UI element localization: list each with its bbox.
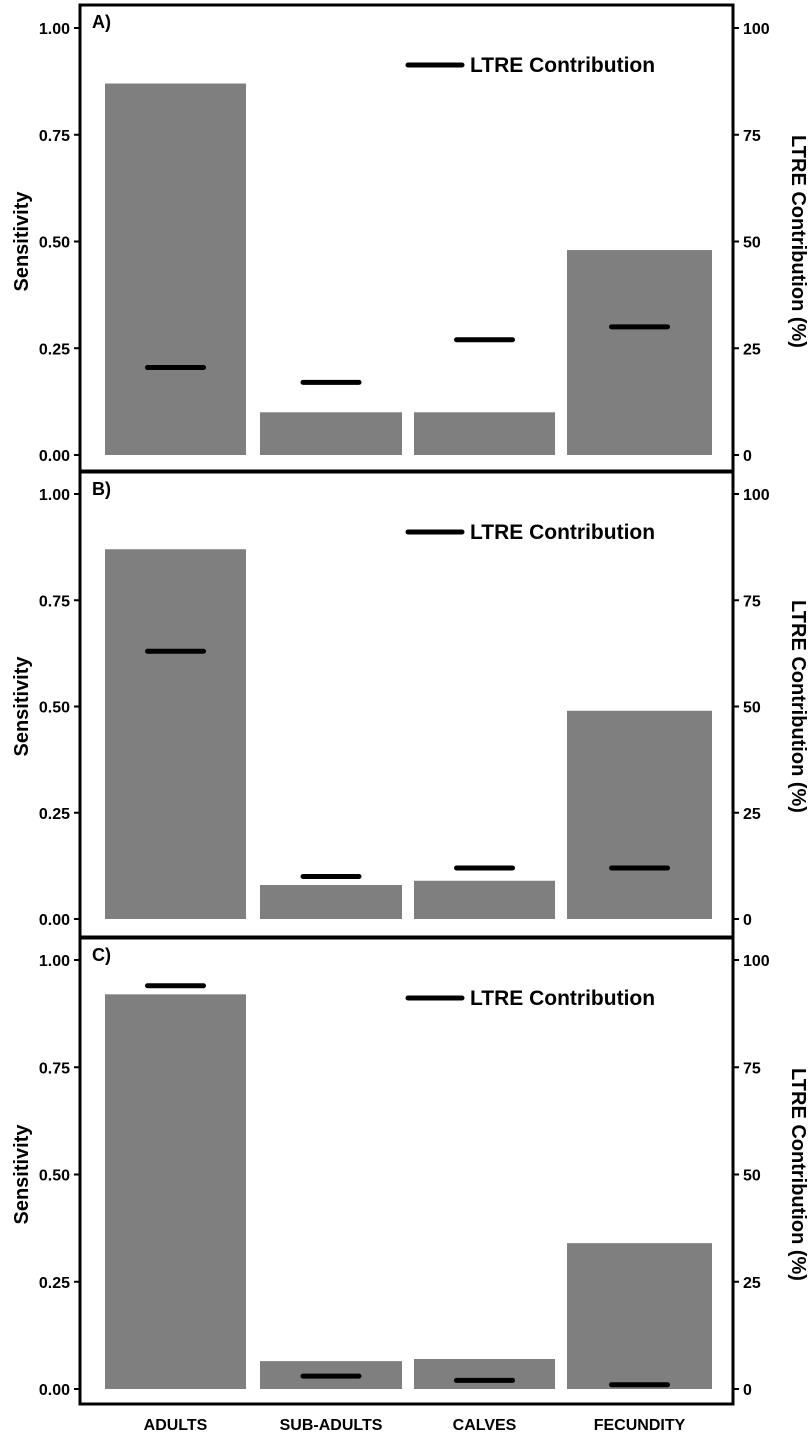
right-tick-label: 75	[743, 1060, 761, 1077]
sensitivity-bar-sub-adults	[260, 885, 402, 919]
left-axis-title: Sensitivity	[11, 656, 33, 757]
category-label-sub-adults: SUB-ADULTS	[280, 1417, 383, 1434]
left-tick-label: 0.75	[39, 128, 70, 145]
left-tick-label: 0.75	[39, 1060, 70, 1077]
left-tick-label: 1.00	[39, 953, 70, 970]
sensitivity-bar-fecundity	[567, 710, 712, 919]
panel-label: B)	[92, 479, 111, 499]
left-tick-label: 0.50	[39, 1168, 70, 1185]
legend-label: LTRE Contribution	[470, 987, 655, 1010]
left-tick-label: 0.00	[39, 1382, 70, 1399]
category-label-adults: ADULTS	[144, 1417, 208, 1434]
right-tick-label: 100	[743, 487, 770, 504]
panels: 1.00 0.75 0.50 0.25 0.00 100 75 50 25 0 A) LTRE Con…	[11, 3, 809, 1406]
left-tick-label: 1.00	[39, 21, 70, 38]
sensitivity-bar-adults	[105, 994, 246, 1389]
right-tick-label: 100	[743, 21, 770, 38]
chart-panel-2: 1.00 0.75 0.50 0.25 0.00 100 75 50 25 0 B) LTRE Con…	[11, 470, 809, 939]
sensitivity-bar-fecundity	[567, 1243, 712, 1389]
left-tick-label: 0.75	[39, 593, 70, 610]
left-tick-label: 0.00	[39, 912, 70, 929]
right-tick-label: 0	[743, 1382, 752, 1399]
right-axis-title: LTRE Contribution (%)	[787, 135, 809, 348]
panel-frame	[78, 936, 735, 1406]
right-tick-label: 25	[743, 806, 761, 823]
right-tick-label: 75	[743, 593, 761, 610]
panel-label: A)	[92, 12, 111, 32]
left-tick-label: 0.25	[39, 1275, 70, 1292]
left-tick-label: 0.00	[39, 448, 70, 465]
right-tick-label: 75	[743, 128, 761, 145]
right-tick-label: 50	[743, 700, 761, 717]
right-axis-title: LTRE Contribution (%)	[787, 600, 809, 813]
left-axis-title: Sensitivity	[11, 191, 33, 292]
sensitivity-bar-calves	[414, 880, 555, 919]
right-tick-label: 50	[743, 1168, 761, 1185]
sensitivity-bar-calves	[414, 412, 555, 455]
right-tick-label: 100	[743, 953, 770, 970]
left-tick-label: 0.25	[39, 341, 70, 358]
panel-label: C)	[92, 945, 111, 965]
category-label-fecundity: FECUNDITY	[594, 1417, 686, 1434]
right-tick-label: 25	[743, 341, 761, 358]
category-label-calves: CALVES	[453, 1417, 517, 1434]
sensitivity-bar-adults	[105, 83, 246, 455]
legend-label: LTRE Contribution	[470, 54, 655, 77]
sensitivity-bar-calves	[414, 1358, 555, 1389]
left-axis-title: Sensitivity	[11, 1124, 33, 1225]
right-axis-title: LTRE Contribution (%)	[787, 1068, 809, 1281]
x-axis-category-labels: ADULTS SUB-ADULTS CALVES FECUNDITY	[144, 1417, 686, 1434]
right-tick-label: 25	[743, 1275, 761, 1292]
right-tick-label: 0	[743, 912, 752, 929]
sensitivity-bar-adults	[105, 549, 246, 919]
sensitivity-bar-fecundity	[567, 250, 712, 455]
chart-panel-1: 1.00 0.75 0.50 0.25 0.00 100 75 50 25 0 A) LTRE Con…	[11, 3, 809, 473]
legend-label: LTRE Contribution	[470, 521, 655, 544]
left-tick-label: 0.50	[39, 235, 70, 252]
left-tick-label: 1.00	[39, 487, 70, 504]
left-tick-label: 0.25	[39, 806, 70, 823]
right-tick-label: 0	[743, 448, 752, 465]
sensitivity-bar-sub-adults	[260, 412, 402, 455]
left-tick-label: 0.50	[39, 700, 70, 717]
chart-panel-3: 1.00 0.75 0.50 0.25 0.00 100 75 50 25 0 C) LTRE Con…	[11, 936, 809, 1406]
right-tick-label: 50	[743, 235, 761, 252]
